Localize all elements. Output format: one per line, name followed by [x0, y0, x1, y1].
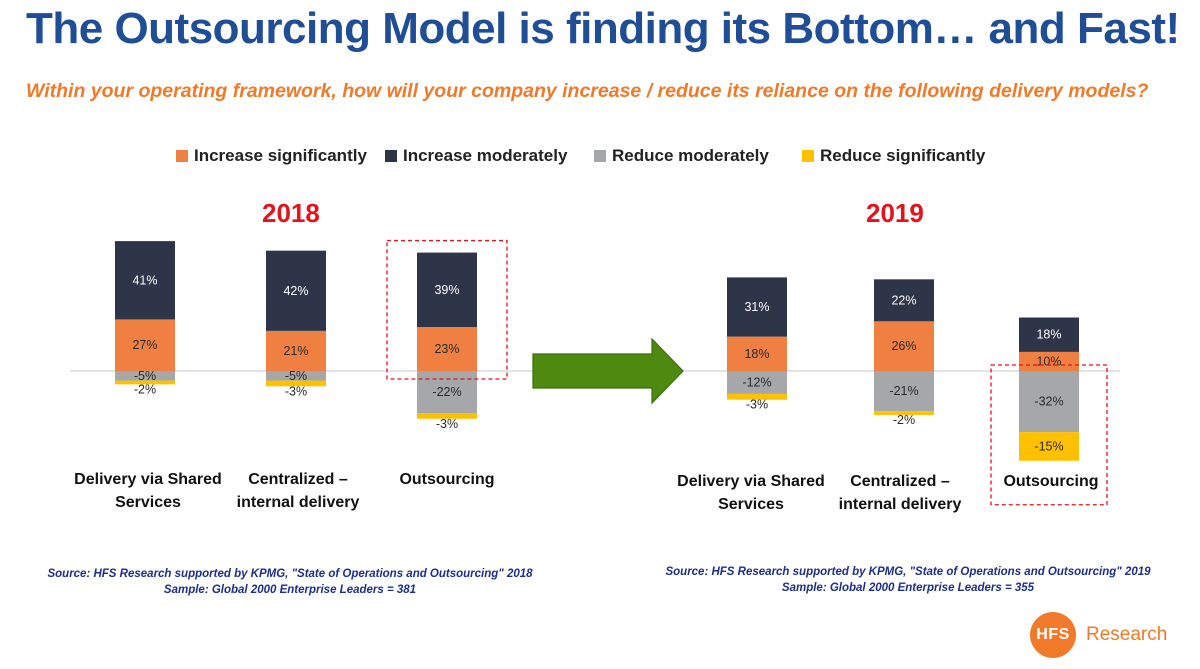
- bar-segment: [874, 279, 934, 322]
- legend-label: Increase moderately: [403, 146, 568, 165]
- category-label: Centralized – internal delivery: [838, 473, 962, 513]
- data-label: 26%: [891, 339, 916, 353]
- chart-2018-title: 2018: [262, 198, 320, 228]
- legend-item-increase-moderately: Increase moderately: [385, 146, 567, 166]
- data-label: 31%: [744, 300, 769, 314]
- source-text: Source: HFS Research supported by KPMG, …: [665, 566, 1151, 578]
- bar-segment: [727, 393, 787, 400]
- category-label: Outsourcing: [1003, 473, 1099, 490]
- data-label: 18%: [744, 347, 769, 361]
- data-label: 27%: [132, 338, 157, 352]
- data-label: -15%: [1034, 439, 1063, 453]
- data-label: -2%: [893, 413, 915, 427]
- legend-swatch: [176, 150, 188, 162]
- highlight-box: [990, 364, 1108, 506]
- right-arrow-icon: [532, 337, 684, 405]
- data-label: 22%: [891, 293, 916, 307]
- legend-label: Reduce significantly: [820, 146, 986, 165]
- bar-segment: [874, 321, 934, 371]
- bar-segment: [727, 371, 787, 394]
- data-label: -3%: [436, 417, 458, 431]
- bar-segment: [266, 330, 326, 371]
- bar-segment: [266, 380, 326, 387]
- legend-item-reduce-significantly: Reduce significantly: [802, 146, 985, 166]
- bar-segment: [417, 327, 477, 371]
- category-label: Centralized – internal delivery: [236, 471, 360, 511]
- chart-2019-title: 2019: [866, 198, 924, 228]
- chart-legend: Increase significantly Increase moderate…: [0, 146, 1200, 168]
- legend-swatch: [594, 150, 606, 162]
- bar-segment: [266, 371, 326, 381]
- highlight-box: [386, 239, 508, 380]
- category-label: Delivery via Shared Services: [677, 473, 825, 513]
- bar-segment: [1019, 371, 1079, 433]
- data-label: 10%: [1036, 354, 1061, 368]
- page-title: The Outsourcing Model is finding its Bot…: [26, 4, 1180, 53]
- data-label: -3%: [285, 384, 307, 398]
- data-label: 41%: [132, 273, 157, 287]
- bar-segment: [727, 277, 787, 337]
- bar-segment: [1019, 317, 1079, 352]
- data-label: 42%: [283, 284, 308, 298]
- bar-segment: [727, 336, 787, 371]
- legend-swatch: [802, 150, 814, 162]
- bar-segment: [417, 371, 477, 414]
- source-text: Source: HFS Research supported by KPMG, …: [47, 568, 533, 580]
- data-label: 18%: [1036, 328, 1061, 342]
- bar-segment: [1019, 432, 1079, 461]
- bar-segment: [1019, 351, 1079, 371]
- data-label: 39%: [434, 283, 459, 297]
- bar-segment: [115, 380, 175, 385]
- data-label: -22%: [432, 385, 461, 399]
- bar-segment: [417, 413, 477, 419]
- legend-swatch: [385, 150, 397, 162]
- source-note-2018: Source: HFS Research supported by KPMG, …: [30, 566, 550, 598]
- data-label: -3%: [746, 398, 768, 412]
- sample-text: Sample: Global 2000 Enterprise Leaders =…: [163, 584, 417, 596]
- data-label: -21%: [889, 384, 918, 398]
- hfs-logo-mark: HFS: [1030, 612, 1076, 658]
- data-label: 21%: [283, 344, 308, 358]
- bar-segment: [874, 411, 934, 415]
- data-label: -12%: [742, 375, 771, 389]
- category-label: Outsourcing: [399, 471, 495, 488]
- data-label: -5%: [285, 369, 307, 383]
- legend-label: Increase significantly: [194, 146, 367, 165]
- legend-label: Reduce moderately: [612, 146, 769, 165]
- bar-segment: [115, 241, 175, 320]
- data-label: -5%: [134, 369, 156, 383]
- bar-segment: [417, 252, 477, 328]
- bar-segment: [115, 319, 175, 371]
- sample-text: Sample: Global 2000 Enterprise Leaders =…: [781, 582, 1035, 594]
- source-note-2019: Source: HFS Research supported by KPMG, …: [648, 564, 1168, 596]
- bar-segment: [115, 371, 175, 381]
- data-label: -2%: [134, 382, 156, 396]
- hfs-research-logo: HFS Research: [1030, 612, 1167, 658]
- legend-item-increase-significantly: Increase significantly: [176, 146, 367, 166]
- data-label: -32%: [1034, 395, 1063, 409]
- legend-item-reduce-moderately: Reduce moderately: [594, 146, 769, 166]
- bar-segment: [874, 371, 934, 412]
- bar-segment: [266, 250, 326, 331]
- data-label: 23%: [434, 342, 459, 356]
- category-label: Delivery via Shared Services: [74, 471, 222, 511]
- page-subtitle: Within your operating framework, how wil…: [26, 80, 1149, 102]
- hfs-logo-text: Research: [1086, 624, 1168, 645]
